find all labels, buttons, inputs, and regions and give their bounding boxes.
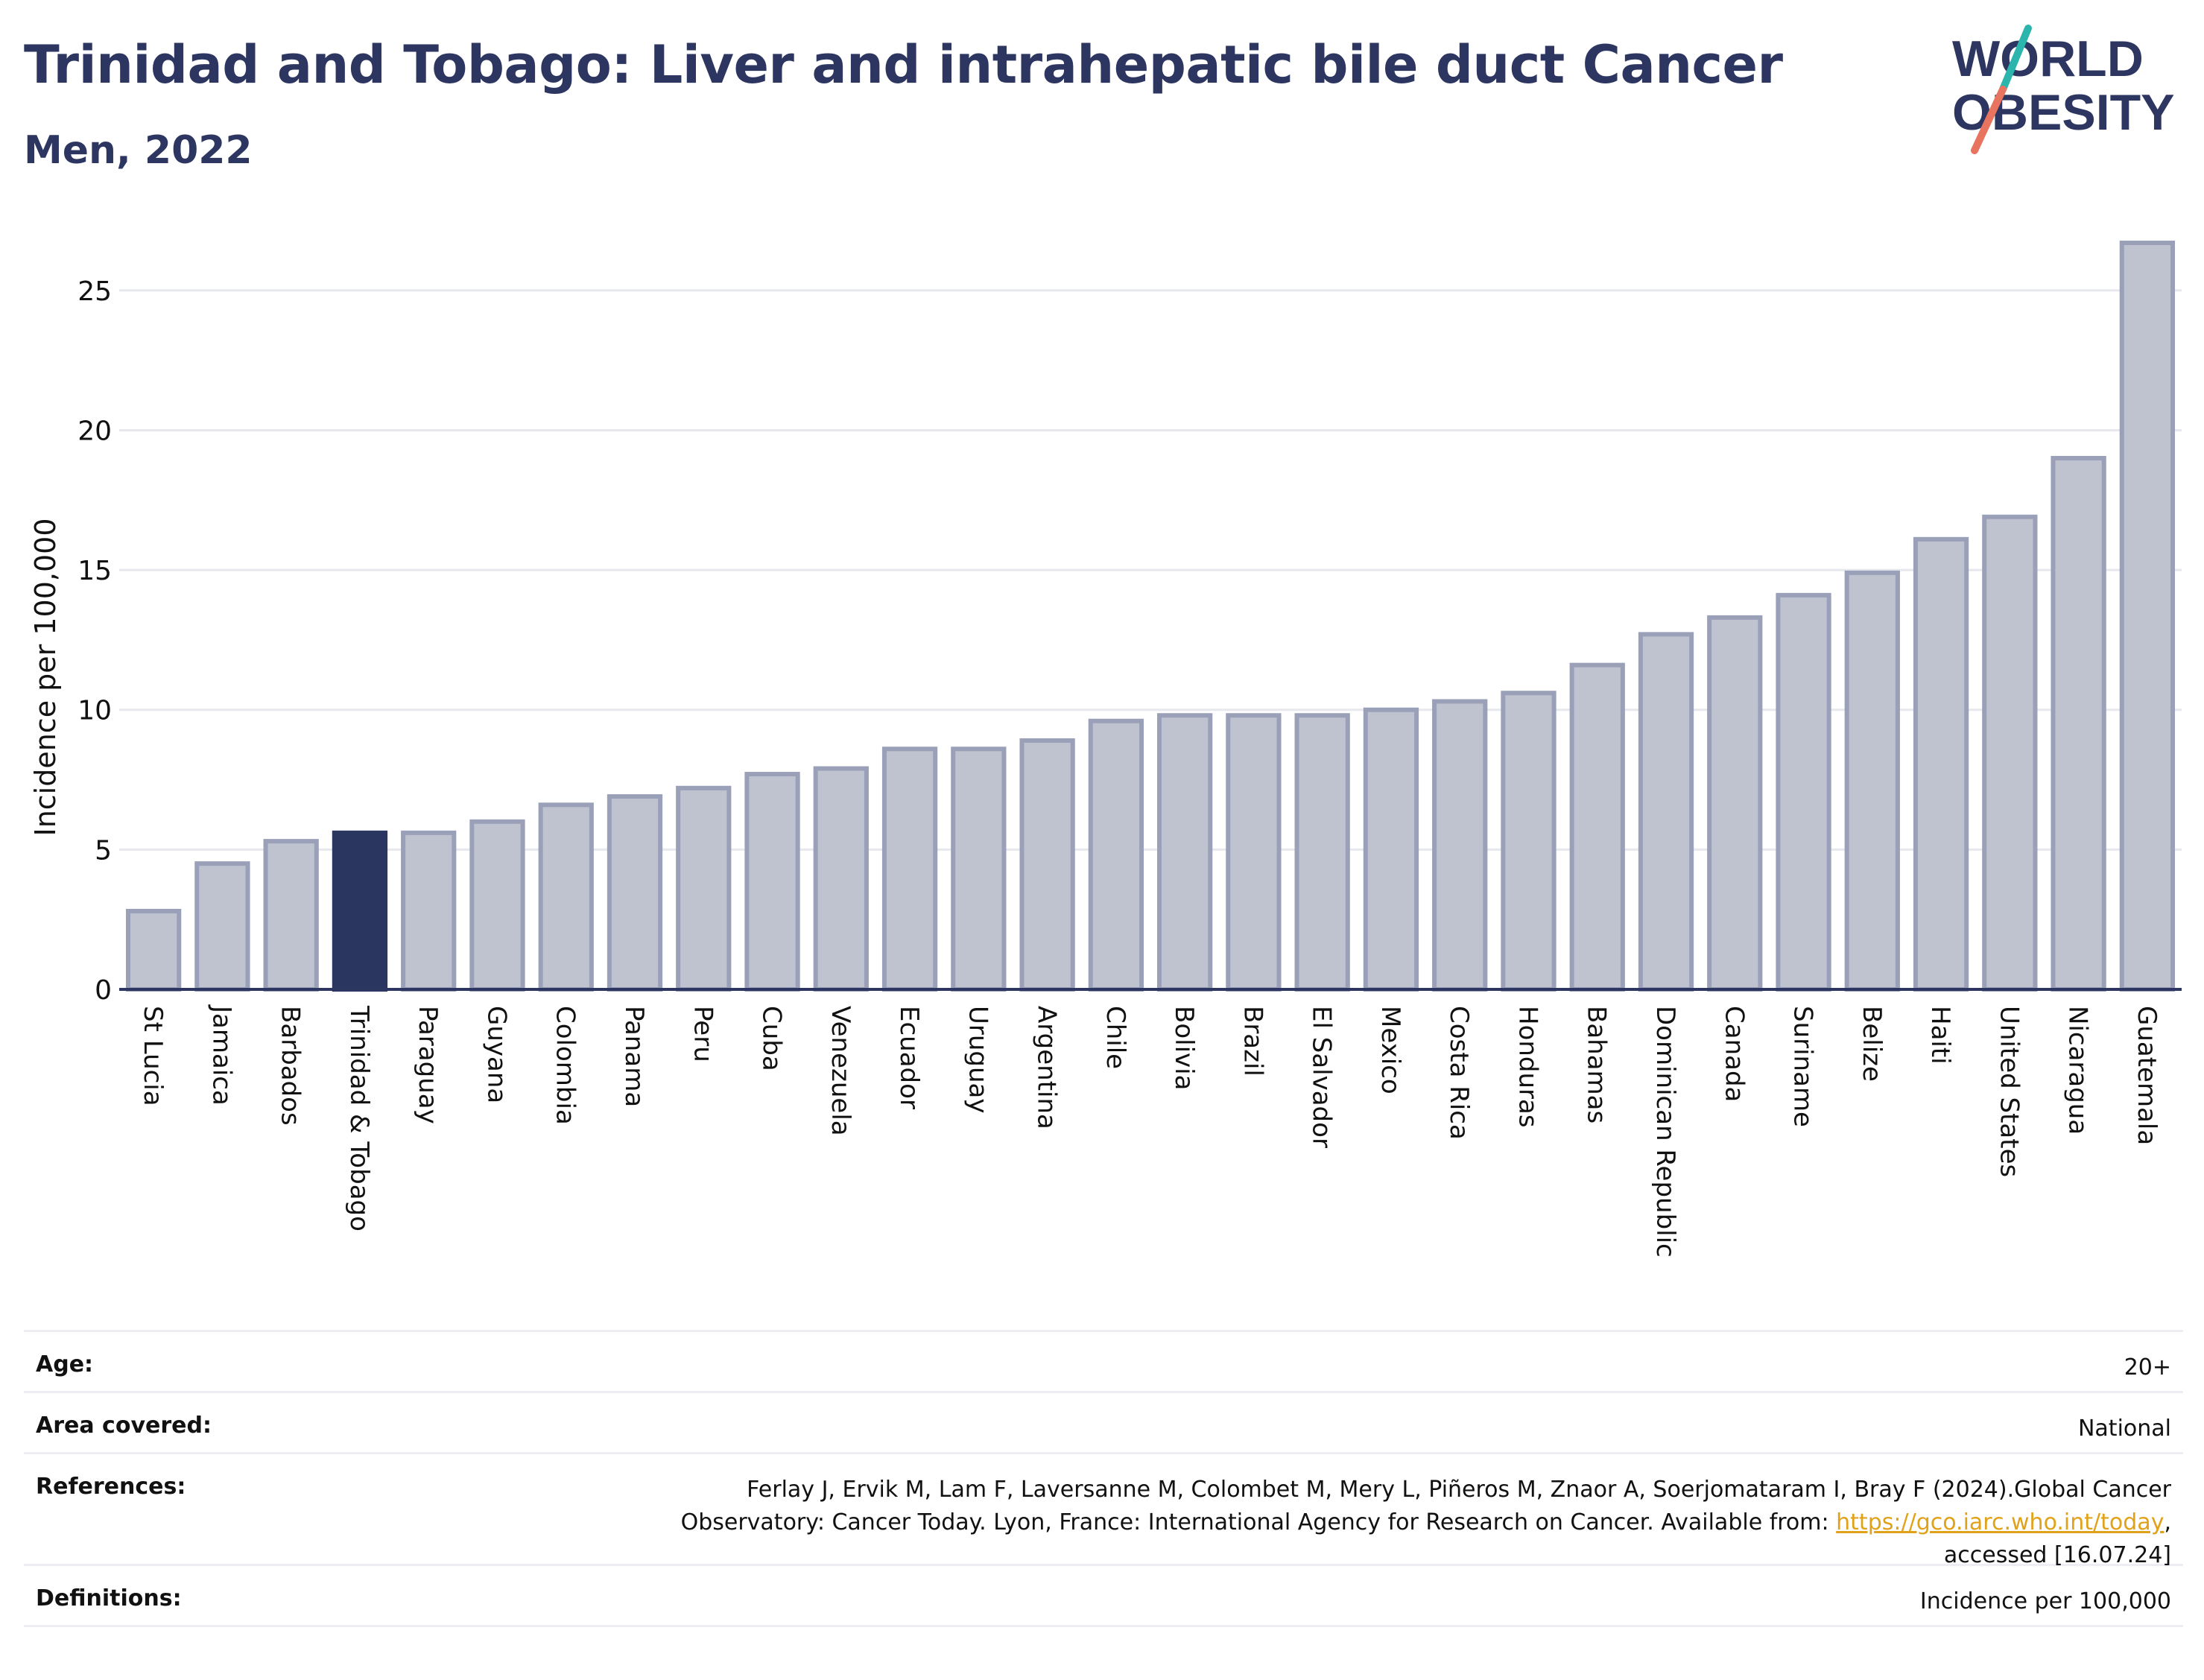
x-tick-label: Trinidad & Tobago [344, 1005, 374, 1232]
bar-mexico [1363, 707, 1419, 992]
bar-dominican-republic [1638, 632, 1694, 992]
x-tick-label: Costa Rica [1444, 1006, 1474, 1140]
references-text-2: Observatory: Cancer Today. Lyon, France:… [680, 1509, 1837, 1535]
y-tick-label: 25 [77, 276, 112, 307]
x-tick-label: Jamaica [206, 1004, 236, 1106]
bar-chart: 0 5 10 15 20 25 St Lucia Jamaica Barbados Trinid… [29, 241, 2182, 1258]
bar-canada [1707, 615, 1763, 992]
x-tick-label: Uruguay [963, 1006, 992, 1114]
y-axis-label: Incidence per 100,000 [29, 518, 62, 836]
definitions-value: Incidence per 100,000 [1919, 1588, 2171, 1614]
bar-brazil [1226, 713, 1282, 992]
x-tick-label: Dominican Republic [1650, 1006, 1680, 1258]
logo-slash-top [1999, 25, 2032, 93]
x-tick-label: Bolivia [1169, 1006, 1199, 1090]
x-tick-label: Panama [619, 1006, 649, 1107]
y-axis-ticks: 0 5 10 15 20 25 [77, 276, 112, 1006]
bar-costa-rica [1432, 699, 1488, 992]
references-link[interactable]: https://gco.iarc.who.int/today [1836, 1509, 2165, 1535]
bar-cuba [744, 772, 800, 992]
y-tick-label: 20 [77, 416, 112, 446]
x-axis-labels: St Lucia Jamaica Barbados Trinidad & Tobago… [138, 1004, 2162, 1258]
bar-peru [676, 785, 732, 992]
x-tick-label: Chile [1101, 1006, 1130, 1069]
area-label: Area covered: [36, 1413, 212, 1439]
x-tick-label: Guyana [481, 1006, 511, 1103]
logo-slash-bottom [1971, 86, 2007, 154]
x-tick-label: Guatemala [2132, 1006, 2162, 1145]
bar-guatemala [2119, 241, 2176, 992]
bar-venezuela [813, 766, 869, 992]
area-value: National [2077, 1416, 2171, 1442]
x-tick-label: Honduras [1513, 1006, 1542, 1128]
bars [125, 241, 2176, 992]
info-row-age: Age: 20+ [24, 1330, 2183, 1391]
references-text-3: , [2164, 1509, 2171, 1535]
x-tick-label: Canada [1719, 1006, 1749, 1102]
x-tick-label: Mexico [1375, 1006, 1405, 1094]
bar-guyana [469, 819, 525, 992]
bar-argentina [1019, 738, 1075, 992]
info-row-references: References: Ferlay J, Ervik M, Lam F, La… [24, 1452, 2183, 1568]
gridlines [119, 289, 2182, 851]
world-obesity-logo: WORLD OBESITY [1952, 25, 2175, 154]
x-tick-label: Paraguay [413, 1006, 443, 1124]
bar-colombia [538, 802, 594, 992]
bar-haiti [1913, 536, 1969, 992]
bar-ecuador [881, 747, 938, 992]
x-tick-label: Cuba [757, 1006, 787, 1071]
bar-suriname [1776, 592, 1831, 992]
x-tick-label: Argentina [1032, 1006, 1062, 1129]
references-label: References: [36, 1474, 186, 1500]
y-tick-label: 0 [95, 975, 112, 1006]
x-tick-label: Nicaragua [2063, 1006, 2093, 1135]
chart-subtitle: Men, 2022 [24, 128, 253, 173]
y-tick-label: 5 [95, 835, 112, 866]
bar-st-lucia [125, 908, 182, 992]
references-value: Ferlay J, Ervik M, Lam F, Laversanne M, … [681, 1474, 2171, 1572]
x-tick-label: Suriname [1788, 1006, 1818, 1127]
references-text-4: accessed [16.07.24] [1943, 1542, 2171, 1568]
age-value: 20+ [2124, 1354, 2171, 1381]
references-text-1: Ferlay J, Ervik M, Lam F, Laversanne M, … [747, 1477, 2171, 1503]
x-tick-label: Ecuador [894, 1006, 924, 1109]
bar-jamaica [194, 861, 250, 992]
logo-text-world: WORLD [1952, 31, 2144, 87]
info-table: Age: 20+ Area covered: National Referenc… [24, 1330, 2183, 1627]
bar-paraguay [401, 830, 457, 992]
y-tick-label: 15 [77, 556, 112, 586]
bar-belize [1844, 570, 1900, 992]
x-tick-label: Barbados [276, 1006, 305, 1126]
y-tick-label: 10 [77, 696, 112, 726]
bar-barbados [263, 839, 319, 992]
info-row-definitions: Definitions: Incidence per 100,000 [24, 1564, 2183, 1627]
bar-honduras [1501, 691, 1557, 992]
bar-el-salvador [1294, 713, 1350, 992]
info-row-area: Area covered: National [24, 1391, 2183, 1452]
bar-panama [607, 794, 663, 992]
age-label: Age: [36, 1351, 94, 1378]
bar-trinidad-tobago [332, 830, 388, 992]
bar-bolivia [1156, 713, 1213, 992]
bar-united-states [1982, 514, 2038, 992]
x-tick-label: St Lucia [138, 1006, 168, 1106]
bar-chile [1088, 718, 1144, 992]
x-tick-label: Colombia [551, 1006, 580, 1125]
x-tick-label: Brazil [1238, 1006, 1267, 1077]
x-tick-label: Belize [1857, 1006, 1887, 1082]
x-tick-label: Bahamas [1582, 1006, 1612, 1123]
x-tick-label: Haiti [1925, 1006, 1955, 1065]
bar-bahamas [1569, 662, 1625, 992]
x-tick-label: Venezuela [826, 1006, 855, 1136]
bar-nicaragua [2051, 455, 2106, 992]
definitions-label: Definitions: [36, 1585, 182, 1611]
bar-uruguay [951, 747, 1007, 992]
x-tick-label: United States [1994, 1006, 2024, 1177]
x-tick-label: Peru [688, 1006, 718, 1062]
chart-title: Trinidad and Tobago: Liver and intrahepa… [24, 34, 1783, 95]
x-tick-label: El Salvador [1307, 1006, 1337, 1148]
